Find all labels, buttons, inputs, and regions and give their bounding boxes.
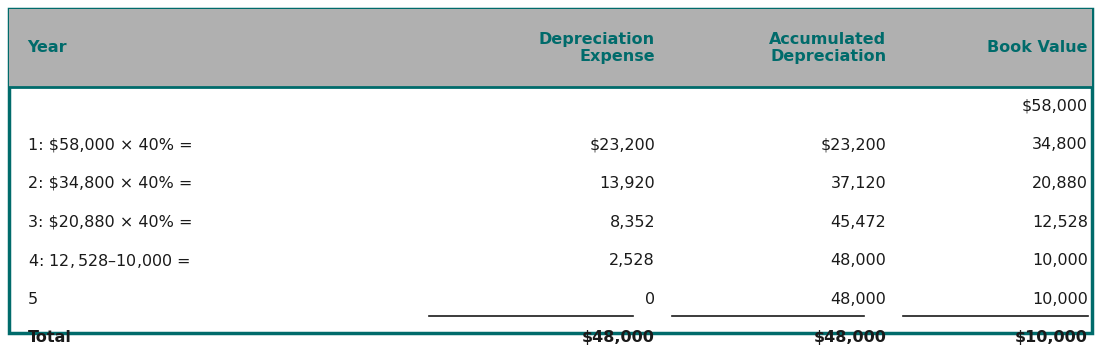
Text: $23,200: $23,200 — [820, 137, 886, 152]
Text: 1: $58,000 × 40% =: 1: $58,000 × 40% = — [28, 137, 193, 152]
Text: 0: 0 — [645, 292, 655, 307]
Text: $48,000: $48,000 — [814, 330, 886, 345]
Text: 12,528: 12,528 — [1032, 215, 1088, 229]
Text: 20,880: 20,880 — [1032, 176, 1088, 191]
Text: Accumulated
Depreciation: Accumulated Depreciation — [770, 31, 886, 64]
Text: Book Value: Book Value — [988, 40, 1088, 55]
Text: 34,800: 34,800 — [1032, 137, 1088, 152]
Text: Total: Total — [28, 330, 72, 345]
Text: 48,000: 48,000 — [830, 292, 886, 307]
Text: 3: $20,880 × 40% =: 3: $20,880 × 40% = — [28, 215, 192, 229]
Text: $58,000: $58,000 — [1022, 99, 1088, 114]
Text: 4: $12,528 – $10,000 =: 4: $12,528 – $10,000 = — [28, 252, 190, 270]
Text: 13,920: 13,920 — [599, 176, 655, 191]
Text: Year: Year — [28, 40, 67, 55]
Text: 8,352: 8,352 — [610, 215, 655, 229]
Text: $10,000: $10,000 — [1015, 330, 1088, 345]
Text: 45,472: 45,472 — [830, 215, 886, 229]
Text: 10,000: 10,000 — [1032, 292, 1088, 307]
Text: $23,200: $23,200 — [589, 137, 655, 152]
Text: 48,000: 48,000 — [830, 253, 886, 268]
Text: 2: $34,800 × 40% =: 2: $34,800 × 40% = — [28, 176, 192, 191]
Text: 2,528: 2,528 — [609, 253, 655, 268]
Text: 37,120: 37,120 — [830, 176, 886, 191]
Text: 5: 5 — [28, 292, 37, 307]
Bar — [9, 9, 1092, 87]
Text: 10,000: 10,000 — [1032, 253, 1088, 268]
Text: Depreciation
Expense: Depreciation Expense — [539, 31, 655, 64]
Text: $48,000: $48,000 — [582, 330, 655, 345]
